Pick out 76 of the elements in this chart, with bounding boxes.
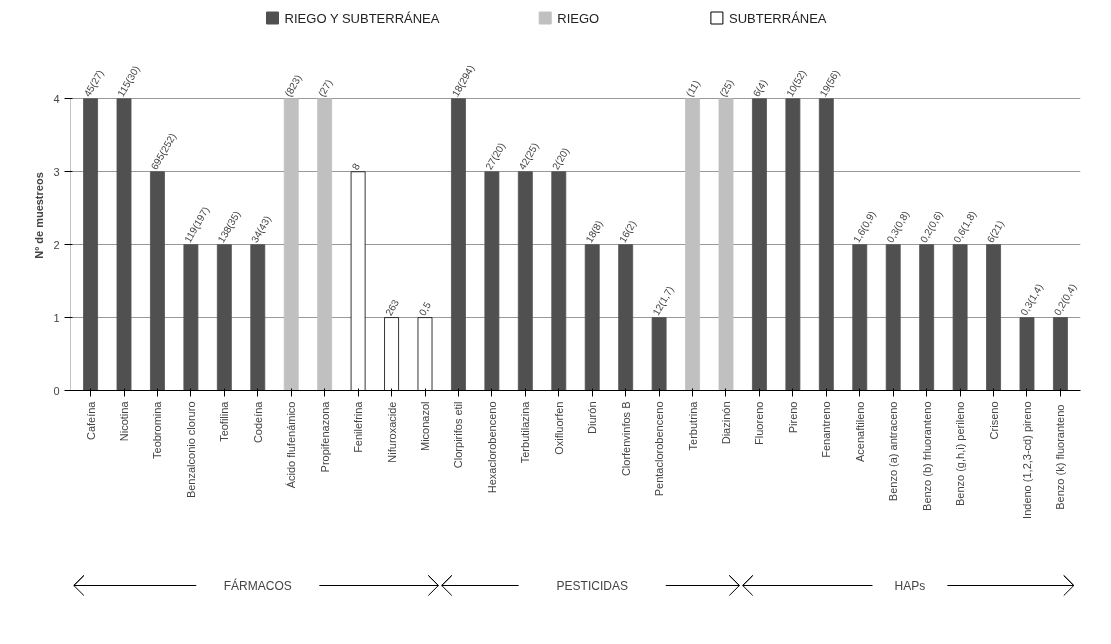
- x-tick-label: Terbutrina: [686, 400, 699, 451]
- bar: [517, 171, 533, 391]
- x-tick-label: Clorpirifos etil: [452, 401, 465, 469]
- x-tick-label: Benzo (k) fluoranteno: [1054, 404, 1067, 510]
- bar: [952, 244, 968, 391]
- x-tick-label: Diazinón: [720, 401, 732, 445]
- bar: [752, 98, 767, 391]
- bar: [317, 98, 333, 391]
- annotation: (25): [717, 77, 736, 99]
- bar: [818, 98, 834, 391]
- bar: [83, 98, 98, 391]
- bar: [1019, 317, 1035, 391]
- x-tick-label: Diurón: [586, 401, 599, 434]
- text: PESTICIDAS: [556, 578, 628, 593]
- annotation: 8: [349, 161, 363, 172]
- x-tick-label: Criseno: [987, 401, 1000, 440]
- x-tick-label: Nifuroxacide: [385, 401, 398, 463]
- y-tick-label: 4: [53, 92, 60, 105]
- bar: [484, 171, 500, 391]
- annotation: (27): [315, 77, 335, 99]
- x-tick-label: Fluoreno: [753, 401, 766, 445]
- bar: [451, 98, 466, 391]
- x-tick-label: Fenantreno: [820, 401, 833, 458]
- bar: [183, 244, 199, 391]
- legend-label: SUBTERRÁNEA: [729, 10, 827, 26]
- text: FÁRMACOS: [223, 577, 292, 593]
- bar: [919, 244, 935, 391]
- bar: [718, 98, 734, 391]
- bar: [283, 98, 299, 391]
- x-tick-label: Hexaclorobenceno: [485, 401, 498, 494]
- bar: [852, 244, 868, 391]
- bar: [785, 98, 801, 391]
- annotation: 263: [383, 297, 402, 318]
- x-tick-label: Acenaftileno: [853, 401, 866, 463]
- x-tick-label: Fenilefrina: [352, 400, 365, 453]
- y-tick-label: 3: [53, 165, 60, 178]
- annotation: (11): [683, 78, 702, 99]
- legend-label: RIEGO: [557, 10, 600, 26]
- bar: [150, 171, 165, 391]
- y-tick-label: 0: [53, 384, 60, 397]
- x-tick-label: Teobromina: [151, 400, 164, 459]
- y-axis-title: Nº de muestreos: [33, 172, 46, 259]
- annotation: 6(4): [750, 77, 770, 99]
- x-tick-label: Oxifluorfen: [552, 401, 565, 455]
- x-tick-label: Propifenazona: [318, 400, 331, 473]
- x-tick-label: Benzo (b) frluoranteno: [920, 401, 933, 511]
- x-tick-label: Pireno: [786, 401, 799, 434]
- x-tick-label: Teofilina: [218, 400, 231, 442]
- annotation: 0,5: [416, 299, 434, 318]
- x-tick-label: Codeína: [251, 400, 264, 444]
- y-tick-label: 1: [53, 311, 60, 324]
- x-tick-label: Clorfenvinfos B: [619, 401, 632, 477]
- bar: [885, 244, 901, 391]
- x-tick-label: Pentaclorobenceno: [653, 401, 666, 497]
- bar: [116, 98, 132, 391]
- x-tick-label: Benzo (a) antraceno: [887, 401, 900, 502]
- bar: [651, 317, 667, 391]
- bar: [618, 244, 634, 391]
- bar: [685, 98, 700, 391]
- x-tick-label: Cafeína: [84, 400, 97, 441]
- x-tick-label: Benzo (g,h,i) perileno: [954, 401, 967, 507]
- bar: [216, 244, 232, 391]
- x-tick-label: Terbutilazina: [519, 400, 532, 464]
- y-tick-label: 2: [53, 238, 60, 251]
- x-tick-label: Indeno (1,2,3-cd) pireno: [1020, 401, 1033, 519]
- x-tick-label: Nicotina: [118, 400, 131, 442]
- bar: [1053, 317, 1068, 391]
- bar: [250, 244, 266, 391]
- x-tick-label: Ácido flufenámico: [285, 401, 298, 489]
- bar: [551, 171, 567, 391]
- text: HAPs: [894, 578, 926, 593]
- x-tick-label: Miconazol: [419, 401, 431, 452]
- bar: [986, 244, 1001, 391]
- x-tick-label: Benzalconio cloruro: [184, 401, 197, 499]
- bar: [584, 244, 600, 391]
- legend-label: RIEGO Y SUBTERRÁNEA: [284, 10, 440, 26]
